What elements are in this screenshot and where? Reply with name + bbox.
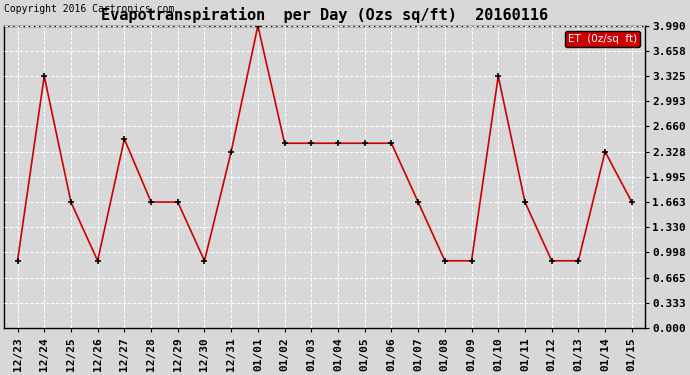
Text: Copyright 2016 Cartronics.com: Copyright 2016 Cartronics.com — [4, 4, 175, 13]
Title: Evapotranspiration  per Day (Ozs sq/ft)  20160116: Evapotranspiration per Day (Ozs sq/ft) 2… — [101, 7, 549, 23]
Legend: ET  (0z/sq  ft): ET (0z/sq ft) — [564, 31, 640, 47]
